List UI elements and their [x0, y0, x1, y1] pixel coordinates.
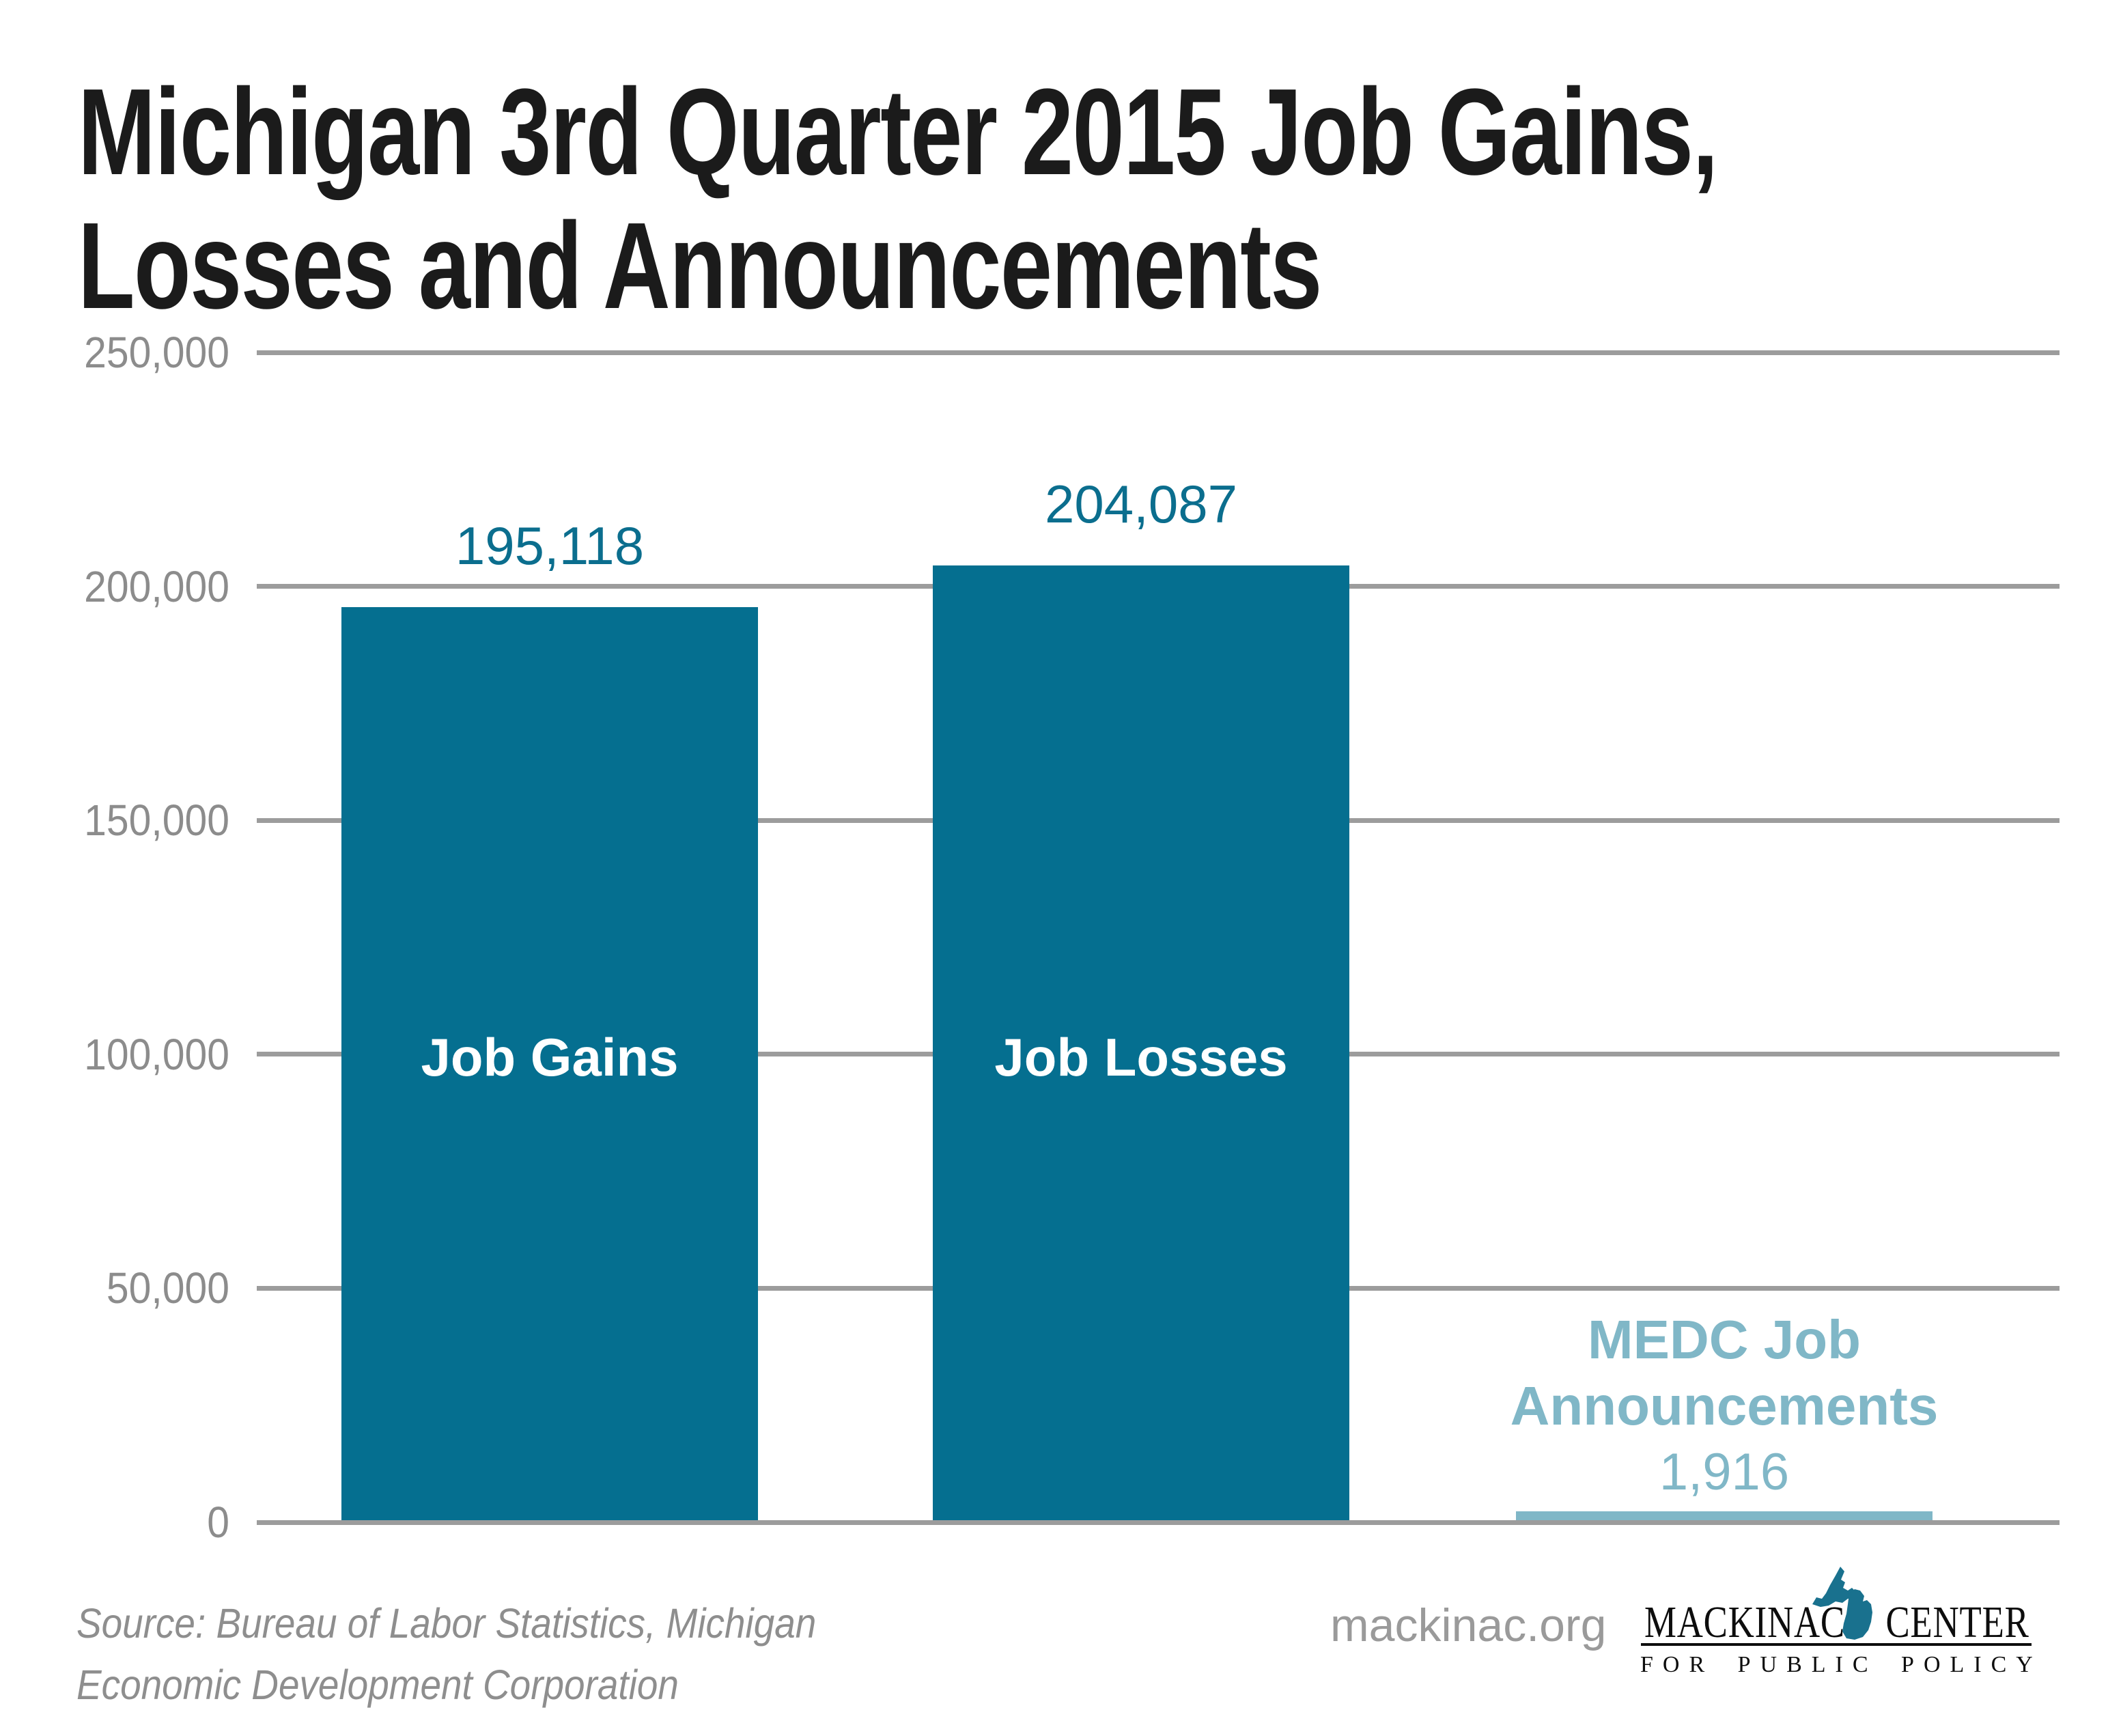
announcement-label-line2: Announcements	[1510, 1375, 1939, 1436]
y-tick-label-250-000: 250,000	[84, 328, 229, 377]
y-tick-label-100-000: 100,000	[84, 1029, 229, 1079]
gridline-250-000	[257, 350, 2060, 355]
bar-category-label-job-losses: Job Losses	[994, 1027, 1288, 1087]
chart-title-line1: Michigan 3rd Quarter 2015 Job Gains,	[78, 64, 1718, 201]
source-note-line2: Economic Development Corporation	[76, 1662, 679, 1708]
y-tick-label-0: 0	[207, 1498, 229, 1547]
y-tick-label-50-000: 50,000	[106, 1263, 229, 1313]
announcement-label-line1: MEDC Job	[1588, 1309, 1861, 1370]
announcement-label-block: MEDC Job Announcements 1,916	[1485, 1306, 1963, 1505]
chart-title: Michigan 3rd Quarter 2015 Job Gains, Los…	[78, 64, 1718, 335]
bar-category-label-job-gains: Job Gains	[421, 1027, 679, 1087]
chart-title-line2: Losses and Announcements	[78, 197, 1322, 335]
bar-job-losses	[933, 565, 1349, 1520]
source-note: Source: Bureau of Labor Statistics, Mich…	[76, 1593, 816, 1716]
bar-value-label-job-gains: 195,118	[455, 516, 645, 576]
bar-value-label-job-losses: 204,087	[1045, 474, 1237, 534]
y-tick-label-150-000: 150,000	[84, 796, 229, 845]
gridline-0	[257, 1520, 2060, 1525]
announcement-value-label: 1,916	[1659, 1443, 1790, 1501]
bar-job-gains	[341, 607, 758, 1520]
website-text: mackinac.org	[1330, 1599, 1607, 1651]
bar-medc-job-announcements	[1516, 1511, 1933, 1520]
source-note-line1: Source: Bureau of Labor Statistics, Mich…	[76, 1600, 817, 1647]
y-tick-label-200-000: 200,000	[84, 561, 229, 611]
